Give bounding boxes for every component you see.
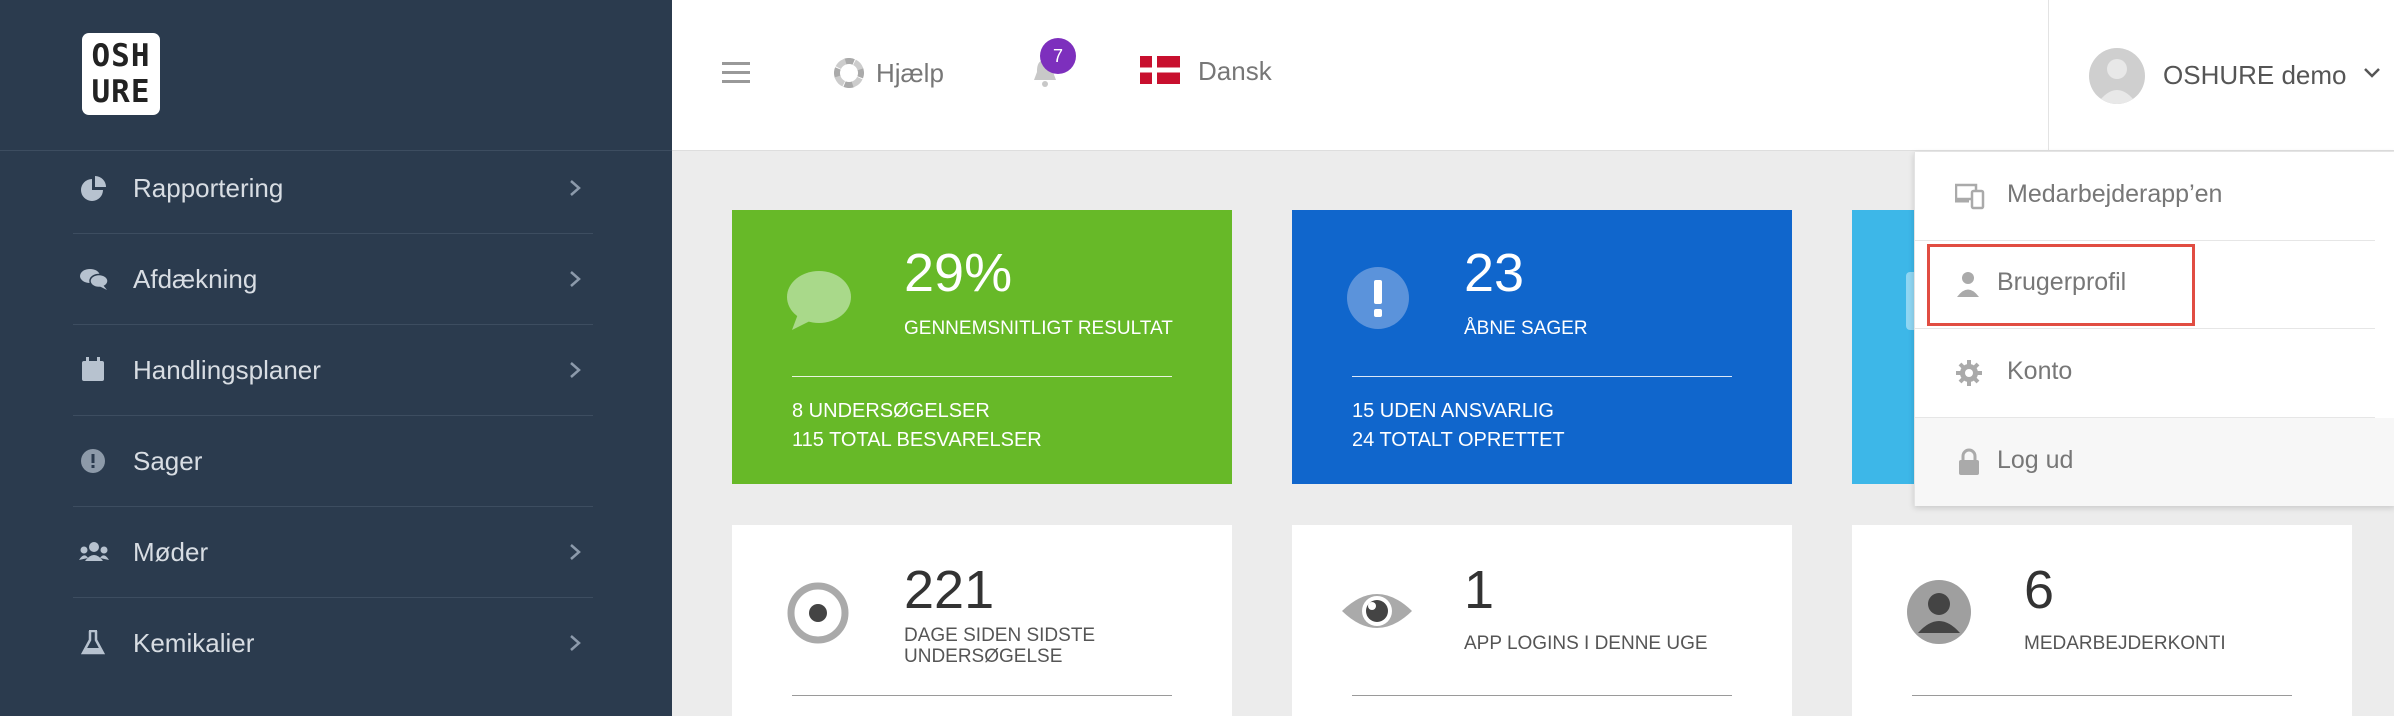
user-silhouette-icon xyxy=(2097,59,2137,104)
exclamation-circle-icon xyxy=(81,449,105,473)
chat-bubble-icon xyxy=(787,271,851,330)
user-dropdown-menu: Medarbejderapp’en Brugerprofil Konto Log… xyxy=(1914,152,2394,506)
logo-area: OSH URE xyxy=(0,0,672,151)
divider xyxy=(792,695,1172,696)
user-icon xyxy=(1957,272,1979,297)
stat-label-line-1: DAGE SIDEN SIDSTE xyxy=(904,625,1096,646)
sidebar-item-afdaekning[interactable]: Afdækning xyxy=(73,234,593,325)
stat-label: MEDARBEJDERKONTI xyxy=(2024,633,2226,654)
highlight-box xyxy=(1927,244,2195,326)
top-bar: Hjælp 7 Dansk OSHURE demo xyxy=(672,0,2394,151)
sidebar-item-label: Handlingsplaner xyxy=(133,355,321,385)
divider xyxy=(1912,695,2292,696)
sidebar-item-label: Sager xyxy=(133,446,203,476)
divider xyxy=(1352,695,1732,696)
kpi-label: GENNEMSNITLIGT RESULTAT xyxy=(904,318,1173,339)
user-name: OSHURE demo xyxy=(2163,60,2347,90)
logo-line-2: URE xyxy=(91,74,151,110)
hamburger-menu-icon[interactable] xyxy=(722,62,750,84)
kpi-sub-line-1: 15 UDEN ANSVARLIG xyxy=(1352,400,1554,422)
stat-label: DAGE SIDEN SIDSTE UNDERSØGELSE xyxy=(904,625,1095,667)
gear-icon xyxy=(1956,360,1982,386)
card-icon-fragment xyxy=(1906,272,1914,330)
devices-icon xyxy=(1955,183,1985,210)
eye-icon xyxy=(1342,594,1412,628)
chevron-right-icon xyxy=(570,271,581,287)
chevron-down-icon xyxy=(2364,68,2380,78)
kpi-value: 23 xyxy=(1464,243,1525,303)
stat-card-days-since-survey[interactable]: 221 DAGE SIDEN SIDSTE UNDERSØGELSE xyxy=(732,525,1232,716)
notification-badge[interactable]: 7 xyxy=(1040,38,1076,74)
kpi-sub-line-2: 24 TOTALT OPRETTET xyxy=(1352,429,1565,451)
language-selector[interactable]: Dansk xyxy=(1198,56,1272,86)
oshure-logo[interactable]: OSH URE xyxy=(82,33,160,115)
menu-item-label: Medarbejderapp’en xyxy=(2007,180,2223,208)
stat-card-employee-accounts[interactable]: 6 MEDARBEJDERKONTI xyxy=(1852,525,2352,716)
sidebar-item-label: Kemikalier xyxy=(133,628,255,658)
menu-item-label: Log ud xyxy=(1997,446,2074,474)
stat-card-app-logins[interactable]: 1 APP LOGINS I DENNE UGE xyxy=(1292,525,1792,716)
sidebar: OSH URE Rapportering Afdækning Handlings… xyxy=(0,0,672,716)
calendar-icon xyxy=(82,357,104,381)
menu-item-account[interactable]: Konto xyxy=(1915,329,2375,418)
sidebar-item-kemikalier[interactable]: Kemikalier xyxy=(73,598,593,688)
stat-label-line-2: UNDERSØGELSE xyxy=(904,646,1063,667)
target-icon xyxy=(787,582,849,644)
menu-item-label: Brugerprofil xyxy=(1997,268,2127,296)
kpi-card-partial[interactable] xyxy=(1852,210,1914,484)
menu-item-employee-app[interactable]: Medarbejderapp’en xyxy=(1915,152,2375,241)
user-circle-icon xyxy=(1907,580,1971,644)
logo-line-1: OSH xyxy=(91,38,151,74)
user-menu-toggle[interactable]: OSHURE demo xyxy=(2048,0,2394,150)
chevron-right-icon xyxy=(570,362,581,378)
stat-value: 1 xyxy=(1464,560,1495,620)
chat-bubbles-icon xyxy=(80,269,109,290)
danish-flag-icon[interactable] xyxy=(1140,56,1180,84)
kpi-label: ÅBNE SAGER xyxy=(1464,318,1588,339)
pie-chart-icon xyxy=(81,176,106,201)
menu-item-logout[interactable]: Log ud xyxy=(1915,418,2394,506)
sidebar-item-label: Rapportering xyxy=(133,173,284,203)
help-label: Hjælp xyxy=(876,58,944,88)
divider xyxy=(1352,376,1732,377)
kpi-card-open-cases[interactable]: 23 ÅBNE SAGER 15 UDEN ANSVARLIG 24 TOTAL… xyxy=(1292,210,1792,484)
menu-item-user-profile[interactable]: Brugerprofil xyxy=(1915,240,2375,329)
chevron-right-icon xyxy=(570,544,581,560)
sidebar-item-sager[interactable]: Sager xyxy=(73,416,593,507)
kpi-sub-line-2: 115 TOTAL BESVARELSER xyxy=(792,429,1042,451)
kpi-card-average-result[interactable]: 29% GENNEMSNITLIGT RESULTAT 8 UNDERSØGEL… xyxy=(732,210,1232,484)
flask-icon xyxy=(80,630,106,655)
users-icon xyxy=(79,542,109,561)
sidebar-item-moeder[interactable]: Møder xyxy=(73,507,593,598)
divider xyxy=(792,376,1172,377)
stat-label: APP LOGINS I DENNE UGE xyxy=(1464,633,1708,654)
stat-value: 6 xyxy=(2024,560,2055,620)
kpi-sub-line-1: 8 UNDERSØGELSER xyxy=(792,400,990,422)
exclamation-circle-icon xyxy=(1347,267,1409,329)
sidebar-nav: Rapportering Afdækning Handlingsplaner S… xyxy=(73,143,593,688)
avatar xyxy=(2089,48,2145,104)
stat-value: 221 xyxy=(904,560,995,620)
sidebar-item-handlingsplaner[interactable]: Handlingsplaner xyxy=(73,325,593,416)
chevron-right-icon xyxy=(570,635,581,651)
sidebar-item-rapportering[interactable]: Rapportering xyxy=(73,143,593,234)
lifebuoy-icon xyxy=(834,58,864,88)
sidebar-item-label: Møder xyxy=(133,537,209,567)
menu-item-label: Konto xyxy=(2007,357,2073,385)
kpi-value: 29% xyxy=(904,243,1013,303)
lock-icon xyxy=(1959,448,1979,475)
sidebar-item-label: Afdækning xyxy=(133,264,258,294)
chevron-right-icon xyxy=(570,180,581,196)
